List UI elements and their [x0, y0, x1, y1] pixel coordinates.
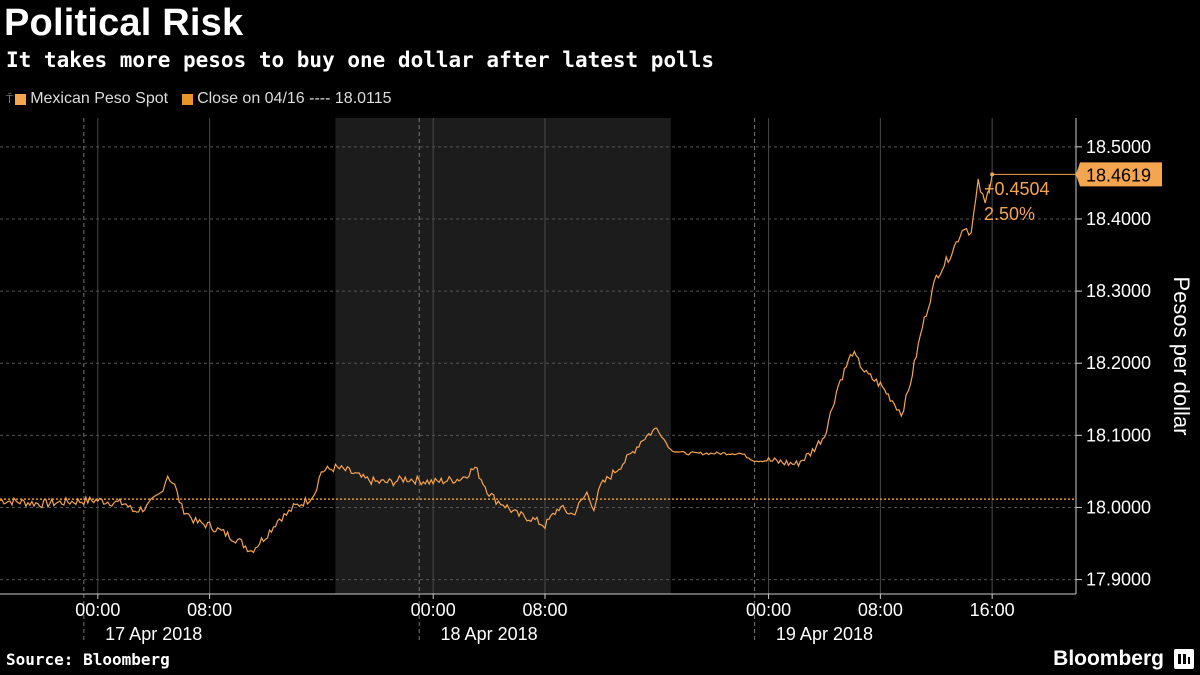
x-tick-label: 08:00 [522, 600, 567, 620]
x-tick-label: 00:00 [411, 600, 456, 620]
chart-title: Political Risk [4, 2, 244, 44]
legend: ⍑ Mexican Peso Spot Close on 04/16 ---- … [6, 90, 392, 108]
brand-logo-text: Bloomberg [1053, 647, 1164, 670]
bloomberg-logo-icon [1174, 649, 1194, 669]
y-tick-label: 18.2000 [1086, 353, 1151, 373]
legend-item-series[interactable]: ⍑ Mexican Peso Spot [6, 90, 168, 108]
x-tick-label: 08:00 [187, 600, 232, 620]
source-note: Source: Bloomberg [6, 650, 170, 669]
chart-subtitle: It takes more pesos to buy one dollar af… [6, 48, 715, 72]
y-tick-label: 18.1000 [1086, 425, 1151, 445]
change-absolute-label: +0.4504 [984, 179, 1050, 199]
x-date-label: 17 Apr 2018 [105, 624, 202, 644]
pin-icon: ⍑ [6, 91, 14, 106]
y-tick-label: 18.5000 [1086, 137, 1151, 157]
x-tick-label: 00:00 [75, 600, 120, 620]
x-tick-label: 16:00 [970, 600, 1015, 620]
last-value-label: 18.4619 [1086, 165, 1151, 185]
y-tick-label: 18.0000 [1086, 497, 1151, 517]
legend-item-close[interactable]: Close on 04/16 ---- 18.0115 [182, 90, 392, 108]
y-tick-label: 18.4000 [1086, 209, 1151, 229]
legend-swatch-series [15, 93, 27, 105]
x-tick-label: 00:00 [746, 600, 791, 620]
change-percent-label: 2.50% [984, 204, 1035, 224]
y-axis-label: Pesos per dollar [1169, 277, 1194, 436]
x-date-label: 18 Apr 2018 [441, 624, 538, 644]
legend-swatch-close [182, 93, 194, 105]
shaded-day-band [335, 118, 671, 594]
series-line-mexican-peso [0, 174, 993, 554]
last-value-badge [1076, 162, 1162, 187]
y-tick-label: 17.9000 [1086, 570, 1151, 590]
legend-label-series: Mexican Peso Spot [30, 90, 169, 107]
x-tick-label: 08:00 [858, 600, 903, 620]
x-date-label: 19 Apr 2018 [776, 624, 873, 644]
legend-label-close: Close on 04/16 ---- 18.0115 [197, 90, 392, 107]
y-tick-label: 18.3000 [1086, 281, 1151, 301]
